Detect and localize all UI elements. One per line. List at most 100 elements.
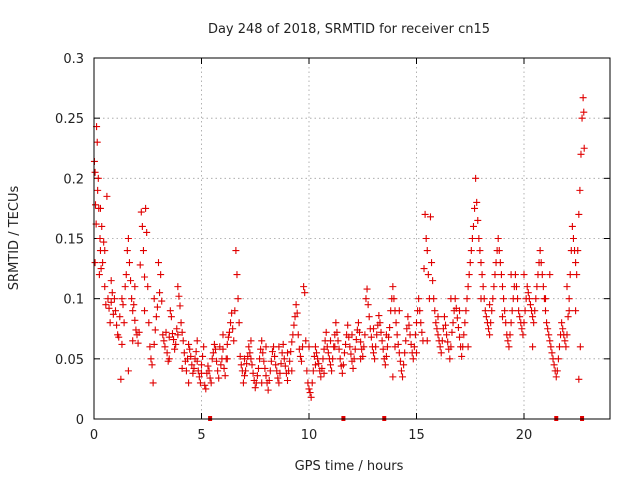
data-point xyxy=(177,319,185,327)
data-point xyxy=(453,314,461,322)
data-point xyxy=(201,381,209,389)
data-point xyxy=(96,204,104,212)
data-point xyxy=(243,360,251,368)
data-point xyxy=(97,265,105,273)
data-point xyxy=(142,204,150,212)
data-point xyxy=(247,337,255,345)
data-point xyxy=(417,319,425,327)
data-point xyxy=(171,345,179,353)
data-point xyxy=(423,337,431,345)
data-point xyxy=(418,328,426,336)
data-point xyxy=(331,343,339,351)
data-point xyxy=(514,295,522,303)
data-point xyxy=(370,325,377,333)
data-point xyxy=(251,384,259,392)
data-point xyxy=(147,355,155,363)
data-point xyxy=(170,336,178,344)
data-point xyxy=(520,319,528,327)
data-point xyxy=(364,301,372,309)
data-point xyxy=(486,331,494,339)
data-point xyxy=(482,313,490,321)
data-point xyxy=(272,361,280,369)
data-point xyxy=(508,307,516,315)
data-point xyxy=(479,283,487,291)
data-point xyxy=(185,379,193,387)
data-point xyxy=(392,319,400,327)
data-point xyxy=(112,307,119,315)
data-point xyxy=(438,337,446,345)
data-point xyxy=(279,340,287,348)
data-point xyxy=(223,340,231,348)
data-point xyxy=(323,343,331,351)
data-point xyxy=(573,271,581,279)
data-point xyxy=(318,364,326,372)
data-point xyxy=(91,259,99,267)
data-point xyxy=(290,321,298,329)
data-point xyxy=(207,379,215,387)
data-point xyxy=(413,349,420,357)
x-axis-label: GPS time / hours xyxy=(295,459,404,474)
data-point xyxy=(307,393,315,401)
data-point xyxy=(574,247,582,255)
data-point xyxy=(465,271,473,279)
data-point xyxy=(158,297,166,305)
data-point xyxy=(351,345,359,353)
data-point xyxy=(138,222,146,230)
data-point xyxy=(268,348,276,356)
data-point xyxy=(134,339,142,347)
data-point xyxy=(198,369,205,377)
data-point xyxy=(579,94,587,102)
data-point xyxy=(529,343,537,351)
data-point xyxy=(428,259,436,267)
data-point xyxy=(363,285,371,293)
data-point xyxy=(176,302,184,310)
data-point xyxy=(494,235,502,242)
data-point xyxy=(403,325,411,333)
data-point xyxy=(306,389,314,397)
x-tick-label: 15 xyxy=(408,428,425,443)
data-point xyxy=(288,338,296,346)
data-point xyxy=(257,345,265,353)
data-point xyxy=(486,301,494,309)
data-point xyxy=(382,331,390,339)
data-point xyxy=(299,343,307,351)
data-point xyxy=(172,340,180,348)
data-point xyxy=(254,364,262,372)
data-point xyxy=(317,373,325,381)
data-point xyxy=(115,333,123,341)
data-point xyxy=(253,372,261,380)
data-point xyxy=(536,247,544,255)
data-point xyxy=(146,343,154,351)
data-point xyxy=(464,343,472,351)
data-point xyxy=(174,331,182,339)
data-point xyxy=(213,357,221,365)
data-point xyxy=(386,324,394,332)
data-point xyxy=(296,352,304,360)
data-point xyxy=(168,330,176,338)
data-point xyxy=(515,307,523,315)
data-point xyxy=(156,289,164,297)
data-point xyxy=(339,361,347,369)
data-point xyxy=(489,295,497,303)
data-point xyxy=(204,362,212,370)
data-point xyxy=(196,379,204,387)
data-point xyxy=(94,174,102,182)
data-point xyxy=(381,361,389,369)
data-point xyxy=(378,337,386,345)
data-point xyxy=(135,328,143,336)
data-point xyxy=(572,307,580,315)
tick-labels: 0 0.05 0.1 0.15 0.2 0.25 0.3 0 5 10 15 20 xyxy=(55,52,532,443)
data-point xyxy=(236,352,244,360)
data-point xyxy=(420,265,428,273)
data-point xyxy=(124,367,132,375)
data-point xyxy=(578,114,586,122)
data-point xyxy=(266,367,274,375)
data-point xyxy=(199,352,207,360)
data-point xyxy=(248,361,256,369)
data-point xyxy=(193,337,201,345)
data-point xyxy=(562,343,570,351)
grid-lines xyxy=(94,58,610,419)
data-point xyxy=(239,379,247,387)
data-point xyxy=(141,273,149,281)
data-point xyxy=(249,369,257,377)
